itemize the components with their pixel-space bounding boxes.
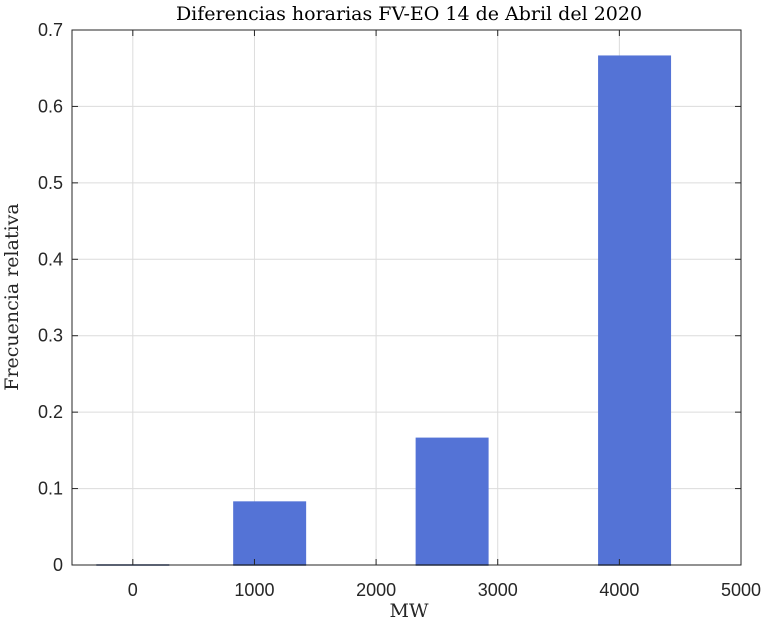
x-tick-label: 4000 [599,580,639,600]
axes-frame [71,29,742,566]
y-tick-label: 0.5 [38,173,63,193]
x-tick-label: 3000 [478,580,518,600]
chart-title: Diferencias horarias FV-EO 14 de Abril d… [176,3,642,25]
y-tick-label: 0 [53,555,63,575]
y-tick-label: 0.7 [38,20,63,40]
bar [415,437,489,565]
y-tick-label: 0.1 [38,479,63,499]
ticks [72,29,742,566]
y-tick-label: 0.3 [38,326,63,346]
y-axis-label: Frecuencia relativa [1,203,23,390]
bar [598,55,672,565]
y-tick-label: 0.2 [38,402,63,422]
y-tick-label: 0.6 [38,96,63,116]
x-tick-labels: 0 1000 2000 3000 4000 5000 [128,580,761,600]
x-tick-label: 1000 [234,580,274,600]
x-tick-label: 0 [128,580,138,600]
y-tick-label: 0.4 [38,249,63,269]
x-tick-label: 5000 [721,580,761,600]
bar [233,501,307,565]
x-axis-label: MW [390,600,429,622]
x-tick-label: 2000 [356,580,396,600]
y-tick-labels: 0 0.1 0.2 0.3 0.4 0.5 0.6 0.7 [38,20,63,575]
